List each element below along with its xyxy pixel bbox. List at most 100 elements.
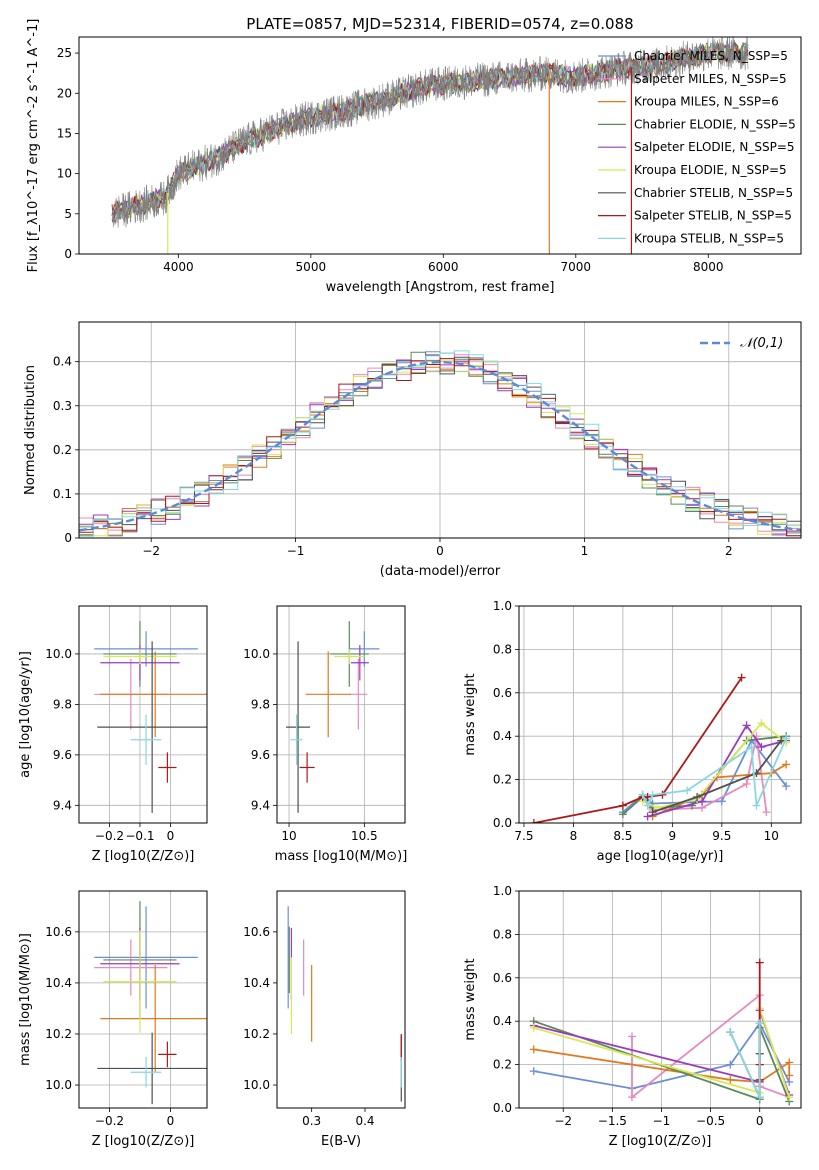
series-marker — [742, 721, 751, 730]
series-marker — [529, 1023, 538, 1032]
y-tick-label: 1.0 — [493, 884, 512, 898]
x-axis-label: Z [log10(Z/Z⊙)] — [92, 1134, 195, 1149]
residual-histogram — [79, 350, 801, 537]
y-tick-label: 10.2 — [243, 1027, 270, 1041]
normal-reference-curve — [79, 360, 801, 532]
legend-entry: Salpeter ELODIE, N_SSP=5 — [634, 140, 795, 154]
x-tick-label: 7.5 — [514, 829, 533, 843]
series-marker — [648, 808, 657, 817]
series-marker — [618, 801, 627, 810]
x-tick-label: 6000 — [428, 260, 459, 274]
series-marker — [742, 779, 751, 788]
errorbar-point — [286, 641, 311, 813]
axes-frame — [518, 605, 802, 824]
errorbar-point — [130, 714, 162, 765]
x-axis-label: wavelength [Angstrom, rest frame] — [326, 280, 555, 295]
axes-frame — [78, 36, 802, 255]
series-marker — [698, 797, 707, 806]
massweight-vs-metallicity-panel: −2 −1.5 −1 −0.5 0 0.0 0.2 0.4 0.6 0.8 1.0 Z [log10(… — [463, 884, 802, 1149]
errorbar-point — [349, 658, 368, 730]
y-tick-label: 10.4 — [45, 976, 72, 990]
y-tick-label: 9.8 — [53, 697, 72, 711]
figure-title: PLATE=0857, MJD=52314, FIBERID=0574, z=0… — [246, 15, 633, 33]
x-axis-label: Z [log10(Z/Z⊙)] — [609, 1134, 712, 1149]
residual-histogram — [79, 358, 801, 537]
spectrum-panel: 4000 5000 6000 7000 8000 0 5 10 15 20 25 wavelength… — [26, 19, 802, 295]
y-tick-label: 0.8 — [493, 642, 512, 656]
massweight-vs-age-panel: 7.5 8 8.5 9 9.5 10 0.0 0.2 0.4 0.6 0.8 1.0 age [log1… — [463, 599, 802, 864]
series-marker — [782, 782, 791, 791]
y-tick-label: 0.8 — [493, 927, 512, 941]
errorbar-point — [305, 651, 351, 738]
plot-area — [111, 37, 749, 254]
series-marker — [648, 790, 657, 799]
mass-vs-ebv-panel: 0.3 0.4 10.0 10.2 10.4 10.6 E(B-V) — [243, 890, 406, 1149]
y-tick-label: 0.1 — [53, 487, 72, 501]
legend-entry: Salpeter MILES, N_SSP=5 — [634, 72, 787, 86]
axes-frame — [78, 890, 208, 1109]
legend-entry: Kroupa MILES, N_SSP=6 — [634, 95, 779, 109]
x-tick-label: 10 — [281, 829, 296, 843]
y-tick-label: 10.0 — [243, 647, 270, 661]
y-tick-label: 25 — [57, 46, 72, 60]
y-tick-label: 0.2 — [493, 1058, 512, 1072]
series-marker — [643, 812, 652, 821]
mass-weight-series-line — [622, 735, 787, 815]
series-marker — [717, 797, 726, 806]
mass-weight-series-line — [652, 739, 782, 813]
x-tick-label: 9 — [669, 829, 677, 843]
x-tick-label: 10 — [764, 829, 779, 843]
plot-area — [94, 621, 207, 813]
plot-area — [287, 906, 402, 1102]
mass-vs-metallicity-panel: −0.2 0 10.0 10.2 10.4 10.6 Z [log10(Z/Z⊙)] mass… — [18, 890, 208, 1149]
series-marker — [747, 743, 756, 752]
x-tick-label: 8.5 — [613, 829, 632, 843]
errorbar-point — [100, 651, 207, 738]
axes-frame — [276, 605, 406, 824]
y-tick-label: 10.4 — [243, 976, 270, 990]
y-tick-label: 10.0 — [243, 1078, 270, 1092]
series-marker — [777, 736, 786, 745]
observed-spectrum-line — [111, 37, 749, 228]
x-tick-label: 0 — [436, 544, 444, 558]
y-tick-label: 0.6 — [493, 686, 512, 700]
series-marker — [752, 801, 761, 810]
y-tick-label: 1.0 — [493, 599, 512, 613]
series-marker — [618, 810, 627, 819]
y-tick-label: 9.4 — [251, 798, 270, 812]
x-tick-label: 0.3 — [302, 1114, 321, 1128]
errorbar-point — [158, 752, 177, 783]
y-tick-label: 10.6 — [45, 925, 72, 939]
age-vs-mass-panel: 10 10.5 9.4 9.6 9.8 10.0 mass [log10(M/M⊙)] — [243, 605, 407, 864]
legend-entry: Kroupa STELIB, N_SSP=5 — [634, 231, 784, 245]
series-marker — [785, 1071, 794, 1080]
series-marker — [693, 792, 702, 801]
x-tick-label: −0.2 — [95, 829, 124, 843]
y-tick-label: 0.2 — [493, 773, 512, 787]
axes-frame — [276, 890, 406, 1109]
y-tick-label: 10.0 — [45, 647, 72, 661]
series-marker — [627, 1032, 636, 1041]
plot-area — [79, 350, 801, 537]
x-tick-label: −0.5 — [696, 1114, 725, 1128]
series-marker — [762, 808, 771, 817]
series-marker — [755, 1019, 764, 1028]
y-tick-label: 0 — [64, 247, 72, 261]
axes-frame — [518, 890, 802, 1109]
legend: Chabrier MILES, N_SSP=5 Salpeter MILES, N… — [598, 49, 796, 245]
plot-area — [529, 958, 794, 1106]
x-axis-label: age [log10(age/yr)] — [597, 849, 724, 864]
series-marker — [627, 1093, 636, 1102]
y-tick-label: 15 — [57, 126, 72, 140]
series-marker — [643, 792, 652, 801]
y-tick-label: 9.4 — [53, 798, 72, 812]
series-marker — [643, 801, 652, 810]
series-marker — [782, 760, 791, 769]
errorbar-point — [299, 752, 315, 783]
y-tick-label: 5 — [64, 207, 72, 221]
x-tick-label: 4000 — [163, 260, 194, 274]
x-tick-label: 7000 — [561, 260, 592, 274]
y-axis-label: mass [log10(M/M⊙)] — [18, 933, 33, 1066]
x-tick-label: −2 — [554, 1114, 572, 1128]
y-tick-label: 20 — [57, 86, 72, 100]
